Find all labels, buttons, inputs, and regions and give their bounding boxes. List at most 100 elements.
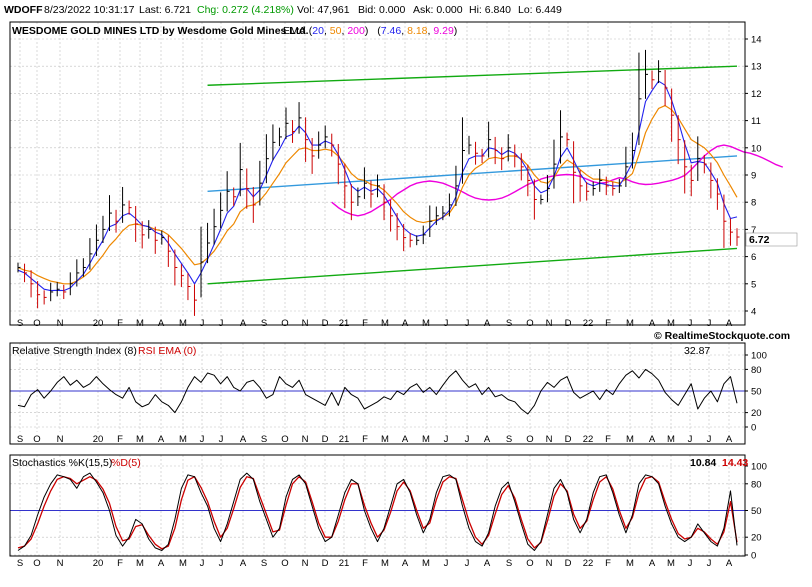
- x-tick-label: S: [506, 558, 512, 569]
- trend-line: [207, 155, 738, 193]
- stoch-x-ticks: S O N 20 F M A M J J A S O N D 21 F M A M J J A S O N D 22 F M A M J J A: [17, 558, 733, 569]
- y-tick-label: 80: [751, 365, 762, 376]
- x-tick-label: N: [57, 318, 64, 329]
- rsi-x-ticks: S O N 20 F M A M J J A S O N D 21 F M A M J J A S O N D 22 F M A M J J A: [17, 434, 733, 445]
- x-tick-label: N: [546, 558, 553, 569]
- x-tick-label: A: [484, 558, 491, 569]
- x-tick-label: M: [667, 318, 675, 329]
- x-tick-label: D: [322, 434, 329, 445]
- datetime-label: 8/23/2022 10:31:17: [44, 4, 135, 16]
- x-tick-label: 21: [339, 558, 350, 569]
- x-tick-label: N: [57, 558, 64, 569]
- x-tick-label: S: [261, 558, 267, 569]
- x-tick-label: A: [240, 318, 247, 329]
- x-tick-label: F: [117, 434, 123, 445]
- price-y-ticks: 4 5 6 7 8 9 10 11 12 13 14: [745, 35, 762, 318]
- x-tick-label: M: [667, 434, 675, 445]
- stoch-panel-frame: [9, 454, 746, 557]
- rsi-ema-label: RSI EMA (0): [138, 345, 196, 357]
- x-tick-label: F: [605, 434, 611, 445]
- x-tick-label: M: [626, 318, 634, 329]
- x-tick-label: S: [506, 318, 512, 329]
- x-tick-label: O: [281, 434, 288, 445]
- price-bars: [17, 49, 740, 316]
- x-tick-label: M: [422, 558, 430, 569]
- x-tick-label: J: [219, 558, 224, 569]
- x-tick-label: A: [402, 434, 409, 445]
- x-tick-label: S: [17, 558, 23, 569]
- x-tick-label: J: [688, 434, 693, 445]
- x-tick-label: S: [261, 318, 267, 329]
- x-tick-label: M: [179, 318, 187, 329]
- rsi-line: [17, 368, 738, 415]
- x-tick-label: O: [33, 558, 40, 569]
- x-tick-label: J: [688, 558, 693, 569]
- rsi-value: 32.87: [684, 345, 710, 357]
- x-tick-label: J: [219, 434, 224, 445]
- y-tick-label: 11: [751, 116, 761, 127]
- x-tick-label: F: [362, 318, 368, 329]
- y-tick-label: 8: [751, 198, 756, 209]
- y-tick-label: 4: [751, 307, 756, 318]
- y-tick-label: 10: [751, 143, 762, 154]
- x-tick-label: A: [240, 434, 247, 445]
- x-tick-label: A: [484, 434, 491, 445]
- x-tick-label: O: [526, 434, 533, 445]
- stoch-k-value: 10.84: [690, 457, 716, 469]
- price-grid: [10, 22, 745, 316]
- rsi-y-ticks: 0 20 50 80 100: [745, 351, 767, 434]
- x-tick-label: M: [422, 434, 430, 445]
- ema-value-50: 8.18: [407, 25, 428, 37]
- x-tick-label: 20: [93, 318, 104, 329]
- x-tick-label: A: [726, 434, 733, 445]
- x-tick-label: A: [402, 558, 409, 569]
- company-title: WESDOME GOLD MINES LTD by Wesdome Gold M…: [12, 25, 309, 37]
- x-tick-label: 20: [93, 558, 104, 569]
- ema-values-open: (: [377, 25, 381, 37]
- x-tick-label: 22: [583, 318, 594, 329]
- x-tick-label: 22: [583, 434, 594, 445]
- x-tick-label: A: [484, 318, 491, 329]
- watermark: © RealtimeStockquote.com: [654, 330, 790, 342]
- y-tick-label: 9: [751, 171, 756, 182]
- x-tick-label: M: [136, 318, 144, 329]
- y-tick-label: 6: [751, 252, 756, 263]
- x-tick-label: S: [17, 434, 23, 445]
- x-tick-label: D: [322, 318, 329, 329]
- x-tick-label: J: [219, 318, 224, 329]
- rsi-title: Relative Strength Index (8): [12, 345, 137, 357]
- change-label: Chg: 0.272 (4.218%): [197, 4, 294, 16]
- x-tick-label: F: [117, 318, 123, 329]
- stoch-y-ticks: 0 20 50 80 100: [745, 462, 767, 562]
- x-tick-label: S: [261, 434, 267, 445]
- x-tick-label: A: [649, 318, 656, 329]
- y-tick-label: 20: [751, 533, 762, 544]
- stoch-d-label: %D(5): [111, 457, 141, 469]
- x-tick-label: M: [381, 434, 389, 445]
- x-tick-label: A: [158, 434, 165, 445]
- x-tick-label: J: [200, 558, 205, 569]
- x-tick-label: O: [33, 318, 40, 329]
- x-tick-label: M: [381, 318, 389, 329]
- x-tick-label: J: [688, 318, 693, 329]
- x-tick-label: O: [526, 318, 533, 329]
- x-tick-label: D: [565, 558, 572, 569]
- high-label: Hi: 6.840: [469, 4, 511, 16]
- x-tick-label: O: [281, 558, 288, 569]
- stoch-lines: [10, 472, 745, 551]
- x-tick-label: M: [667, 558, 675, 569]
- last-value-label: 6.72: [749, 234, 770, 246]
- x-tick-label: D: [322, 558, 329, 569]
- x-tick-label: D: [565, 434, 572, 445]
- x-tick-label: A: [649, 434, 656, 445]
- x-tick-label: N: [302, 318, 309, 329]
- ema-values-close: ): [454, 25, 458, 37]
- y-tick-label: 13: [751, 62, 762, 73]
- x-tick-label: N: [546, 318, 553, 329]
- y-tick-label: 80: [751, 479, 762, 490]
- x-tick-label: J: [465, 434, 470, 445]
